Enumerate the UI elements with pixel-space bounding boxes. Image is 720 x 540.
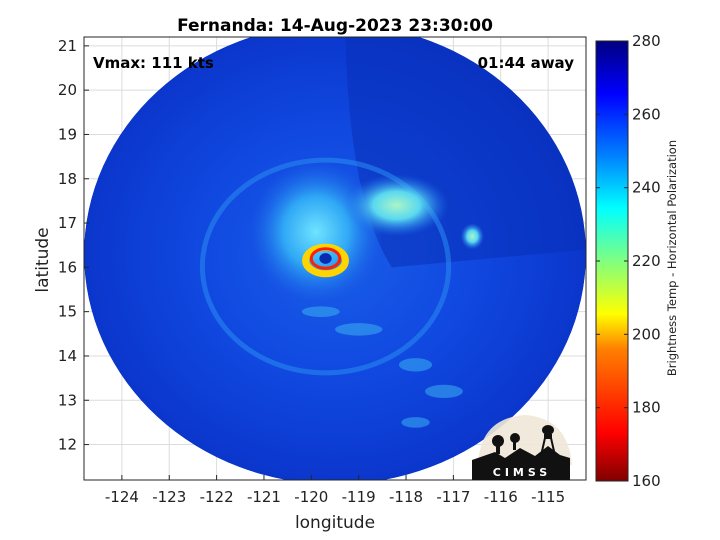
colorbar-tick-label: 220 bbox=[632, 252, 661, 270]
vmax-label: Vmax: 111 kts bbox=[93, 54, 214, 72]
colorbar-tick-label: 280 bbox=[632, 32, 661, 50]
x-axis-ticks: -124 -123 -122 -121 -120 -119 -118 -117 -116 -115 bbox=[105, 475, 565, 506]
y-tick-label: 15 bbox=[58, 303, 77, 321]
colorbar-tick-label: 260 bbox=[632, 105, 661, 123]
y-tick-label: 14 bbox=[58, 347, 77, 365]
northeast-band bbox=[344, 174, 449, 237]
colorbar-tick-label: 200 bbox=[632, 325, 661, 343]
x-tick-label: -124 bbox=[105, 488, 139, 506]
convective-streak bbox=[398, 358, 433, 372]
y-tick-label: 19 bbox=[58, 125, 77, 143]
x-tick-label: -122 bbox=[200, 488, 234, 506]
y-tick-label: 13 bbox=[58, 391, 77, 409]
cimss-logo: CIMSS bbox=[472, 415, 572, 480]
map-title: Fernanda: 14-Aug-2023 23:30:00 bbox=[177, 16, 493, 36]
y-tick-label: 12 bbox=[58, 436, 77, 454]
x-tick-label: -120 bbox=[294, 488, 328, 506]
cimss-logo-text: CIMSS bbox=[493, 466, 551, 479]
y-tick-label: 17 bbox=[58, 214, 77, 232]
axes-frame bbox=[83, 36, 587, 481]
y-tick-label: 20 bbox=[58, 81, 77, 99]
colorbar-ticks: 160 180 200 220 240 260 280 bbox=[596, 32, 661, 490]
x-tick-label: -118 bbox=[389, 488, 423, 506]
colorbar: 160 180 200 220 240 260 280 Brightness Temp - … bbox=[595, 32, 679, 490]
eyewall-outer-ring bbox=[302, 243, 349, 278]
x-tick-label: -121 bbox=[247, 488, 281, 506]
convective-streak bbox=[301, 306, 340, 317]
storm-eye bbox=[319, 253, 332, 264]
colorbar-tick-label: 240 bbox=[632, 179, 661, 197]
convective-streak bbox=[424, 384, 463, 399]
y-tick-label: 18 bbox=[58, 170, 77, 188]
x-tick-label: -123 bbox=[152, 488, 186, 506]
y-axis-label: latitude bbox=[33, 227, 53, 292]
colorbar-tick-label: 160 bbox=[632, 472, 661, 490]
convective-streak bbox=[335, 323, 383, 336]
convective-streak bbox=[401, 417, 430, 428]
brightness-temp-imagery bbox=[84, 37, 586, 480]
y-tick-label: 21 bbox=[58, 37, 77, 55]
colorbar-tick-label: 180 bbox=[632, 399, 661, 417]
colorbar-gradient bbox=[595, 40, 629, 482]
eastern-cell bbox=[460, 223, 485, 250]
x-tick-label: -117 bbox=[436, 488, 470, 506]
colorbar-label: Brightness Temp - Horizontal Polarizatio… bbox=[665, 140, 679, 376]
y-axis-ticks: 12 13 14 15 16 17 18 19 20 21 bbox=[58, 37, 89, 454]
x-axis-label: longitude bbox=[295, 513, 375, 533]
eyewall-inner-ring bbox=[309, 247, 342, 270]
plot-area: -124 -123 -122 -121 -120 -119 -118 -117 -116 -115… bbox=[58, 36, 587, 506]
outer-rainband bbox=[199, 157, 452, 376]
x-tick-label: -119 bbox=[342, 488, 376, 506]
y-tick-label: 16 bbox=[58, 258, 77, 276]
x-tick-label: -116 bbox=[484, 488, 518, 506]
time-away-label: 01:44 away bbox=[478, 54, 575, 72]
x-tick-label: -115 bbox=[531, 488, 565, 506]
southern-bands bbox=[301, 306, 463, 428]
